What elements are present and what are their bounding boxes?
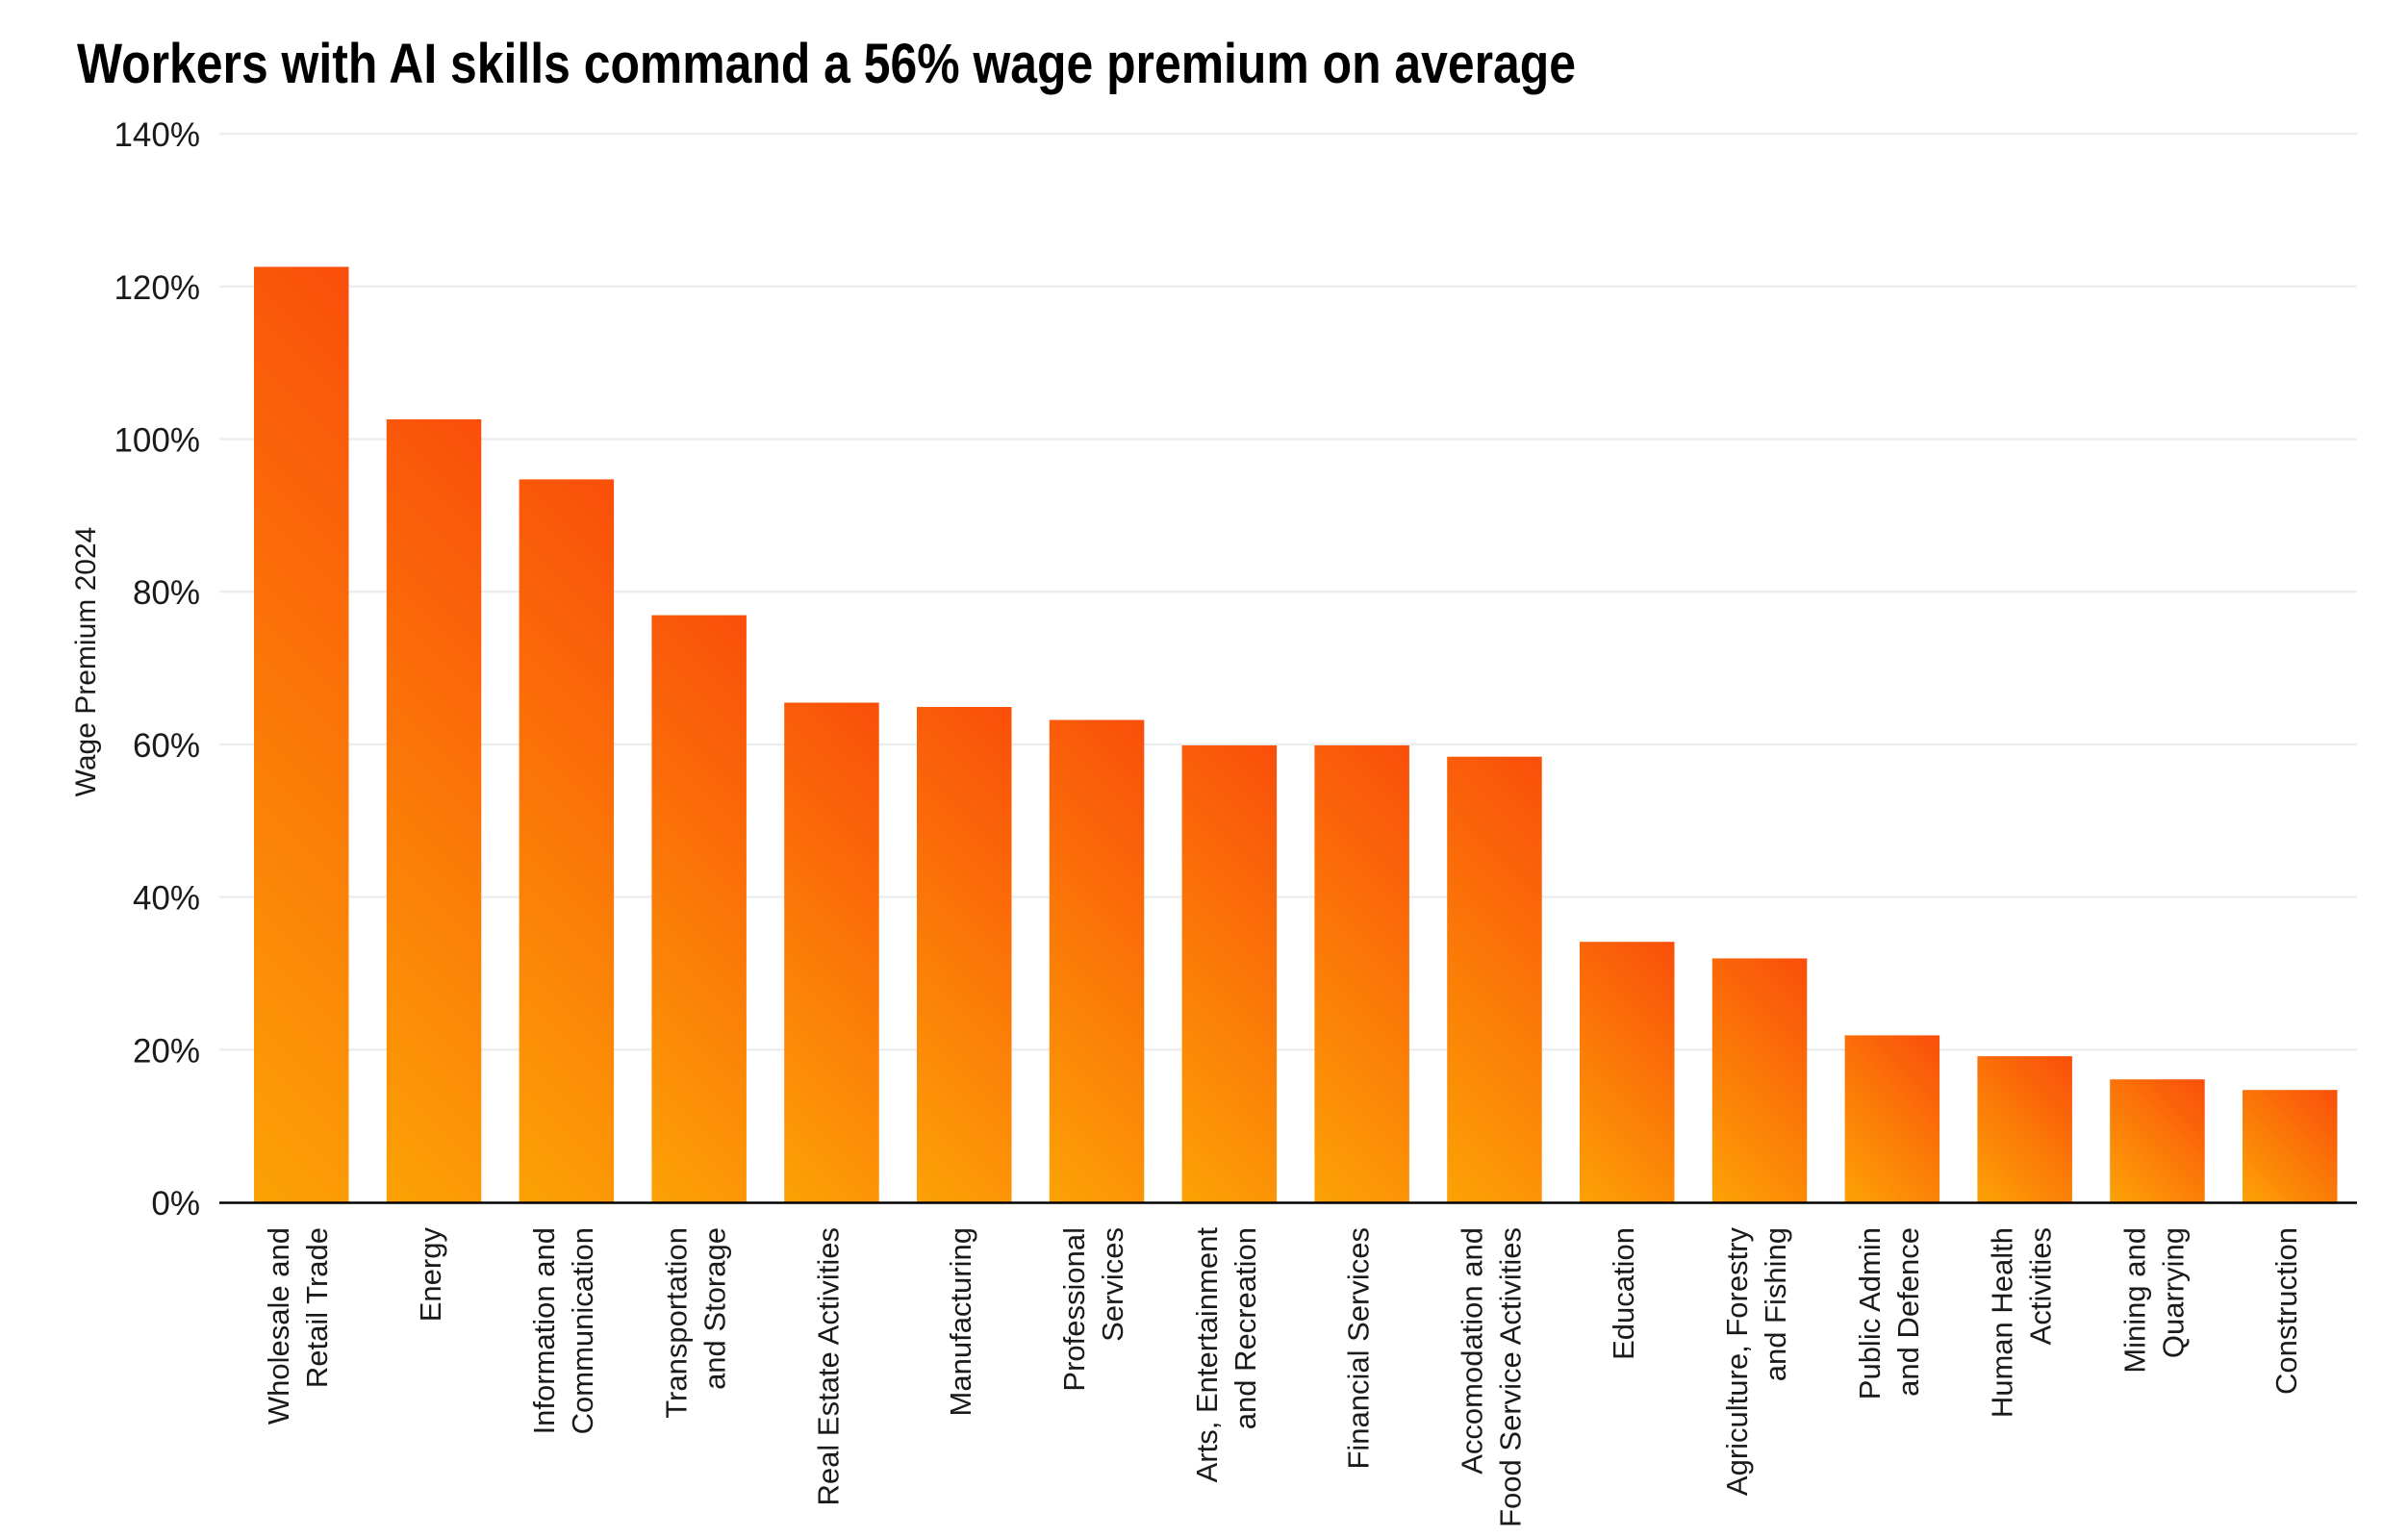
svg-text:and Defence: and Defence — [1891, 1227, 1925, 1397]
svg-text:Information and: Information and — [527, 1227, 561, 1434]
svg-text:120%: 120% — [114, 269, 200, 307]
svg-text:60%: 60% — [133, 727, 200, 765]
svg-text:Human Health: Human Health — [1986, 1227, 2019, 1418]
svg-text:100%: 100% — [114, 422, 200, 460]
svg-text:Public Admin: Public Admin — [1853, 1227, 1887, 1399]
svg-text:Accomodation and: Accomodation and — [1456, 1227, 1489, 1475]
svg-text:80%: 80% — [133, 574, 200, 612]
svg-text:Energy: Energy — [414, 1227, 447, 1323]
svg-text:Services: Services — [1096, 1227, 1129, 1342]
svg-text:Food Service Activities: Food Service Activities — [1494, 1227, 1528, 1527]
svg-text:Education: Education — [1607, 1227, 1640, 1360]
svg-text:Manufacturing: Manufacturing — [944, 1227, 977, 1416]
svg-text:Agriculture, Forestry: Agriculture, Forestry — [1720, 1227, 1754, 1497]
svg-text:and Fishing: and Fishing — [1759, 1227, 1792, 1381]
svg-text:Wage Premium 2024: Wage Premium 2024 — [70, 527, 102, 797]
svg-text:40%: 40% — [133, 880, 200, 918]
svg-text:and Recreation: and Recreation — [1229, 1227, 1262, 1429]
svg-text:Mining and: Mining and — [2118, 1227, 2152, 1374]
svg-text:Transportation: Transportation — [660, 1227, 694, 1419]
svg-text:Construction: Construction — [2269, 1227, 2303, 1395]
svg-text:Arts, Entertainment: Arts, Entertainment — [1190, 1227, 1224, 1483]
svg-text:Activities: Activities — [2024, 1227, 2058, 1345]
svg-text:and Storage: and Storage — [698, 1227, 732, 1390]
svg-text:Financial Services: Financial Services — [1342, 1227, 1376, 1470]
svg-text:0%: 0% — [151, 1185, 200, 1223]
svg-text:Workers with AI skills command: Workers with AI skills command a 56% wag… — [77, 33, 1576, 95]
svg-text:Professional: Professional — [1057, 1227, 1091, 1392]
svg-text:Communication: Communication — [566, 1227, 599, 1434]
svg-text:Quarrying: Quarrying — [2157, 1227, 2191, 1358]
svg-text:Real Estate Activities: Real Estate Activities — [812, 1227, 846, 1505]
svg-text:Retail Trade: Retail Trade — [300, 1227, 334, 1388]
svg-text:140%: 140% — [114, 116, 200, 154]
svg-text:20%: 20% — [133, 1032, 200, 1070]
svg-text:Wholesale and: Wholesale and — [262, 1227, 295, 1425]
